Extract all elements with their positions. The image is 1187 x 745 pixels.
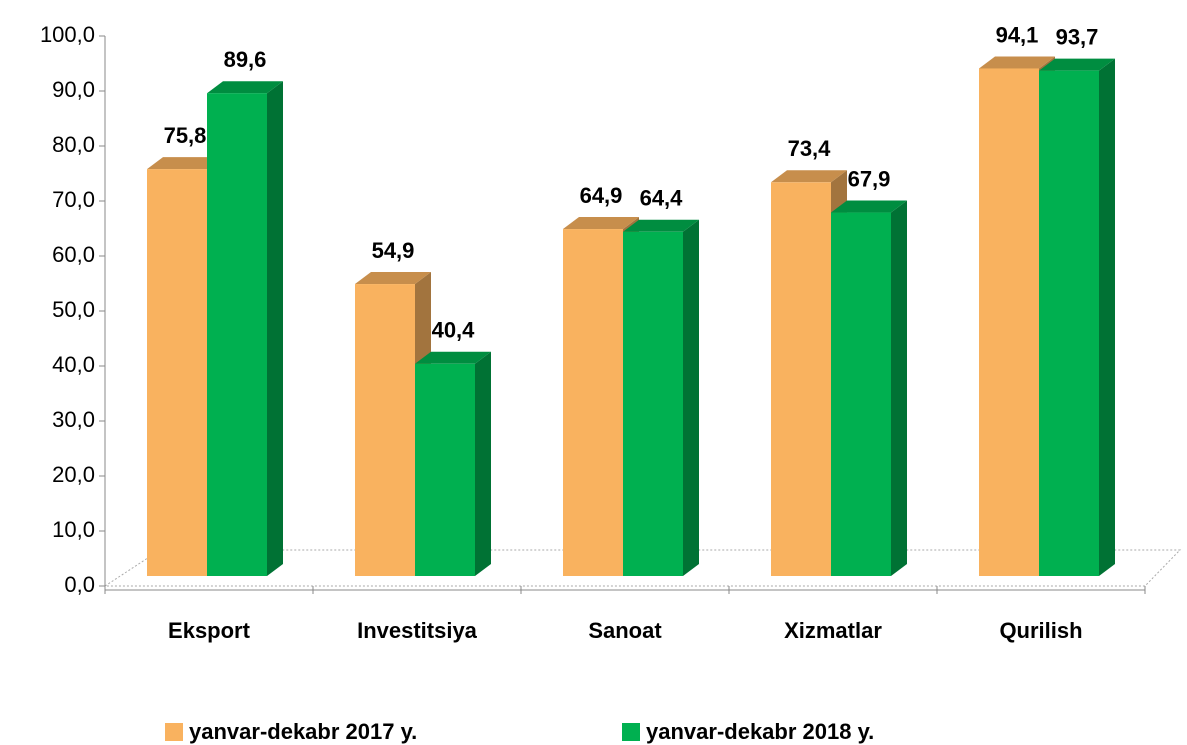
value-label: 54,9: [372, 238, 415, 263]
value-label: 64,9: [580, 183, 623, 208]
bar-top: [831, 200, 907, 213]
bar: [979, 68, 1039, 576]
bar-top: [1039, 58, 1115, 71]
bar: [415, 363, 475, 576]
y-tick-label: 50,0: [52, 297, 95, 322]
y-tick-label: 80,0: [52, 132, 95, 157]
value-label: 75,8: [164, 123, 207, 148]
value-label: 94,1: [996, 22, 1039, 47]
y-tick-label: 20,0: [52, 462, 95, 487]
y-tick-label: 10,0: [52, 517, 95, 542]
value-label: 89,6: [224, 47, 267, 72]
bar-side: [267, 81, 283, 576]
bar-top: [979, 56, 1055, 69]
bar: [771, 182, 831, 577]
legend-swatch: [622, 723, 640, 741]
y-tick-label: 60,0: [52, 242, 95, 267]
bar-top: [771, 170, 847, 183]
bar: [1039, 70, 1099, 577]
value-label: 73,4: [788, 136, 832, 161]
y-tick-label: 100,0: [40, 22, 95, 47]
value-label: 93,7: [1056, 24, 1099, 49]
x-tick-label: Xizmatlar: [784, 618, 882, 643]
bar-side: [683, 219, 699, 577]
bar-top: [207, 81, 283, 94]
value-label: 64,4: [640, 186, 684, 211]
bar-side: [1099, 58, 1115, 576]
bar-top: [147, 157, 223, 170]
x-tick-label: Sanoat: [588, 618, 662, 643]
bar: [831, 212, 891, 577]
bar-top: [623, 219, 699, 232]
bar-top: [355, 272, 431, 285]
bar: [355, 284, 415, 576]
y-tick-label: 40,0: [52, 352, 95, 377]
x-tick-label: Qurilish: [999, 618, 1082, 643]
bar-side: [475, 351, 491, 576]
bar-top: [563, 217, 639, 230]
x-tick-label: Investitsiya: [357, 618, 478, 643]
bar-top: [415, 351, 491, 364]
y-tick-label: 30,0: [52, 407, 95, 432]
x-tick-label: Eksport: [168, 618, 251, 643]
y-tick-label: 70,0: [52, 187, 95, 212]
value-label: 67,9: [848, 166, 891, 191]
y-tick-label: 0,0: [64, 572, 95, 597]
bar: [147, 169, 207, 576]
bar: [563, 229, 623, 577]
value-label: 40,4: [432, 318, 476, 343]
legend-label: yanvar-dekabr 2018 y.: [646, 719, 874, 744]
floor: [103, 549, 1182, 587]
bar-side: [891, 200, 907, 577]
y-tick-label: 90,0: [52, 77, 95, 102]
bar: [623, 231, 683, 577]
bar: [207, 93, 267, 576]
legend-swatch: [165, 723, 183, 741]
legend-label: yanvar-dekabr 2017 y.: [189, 719, 417, 744]
